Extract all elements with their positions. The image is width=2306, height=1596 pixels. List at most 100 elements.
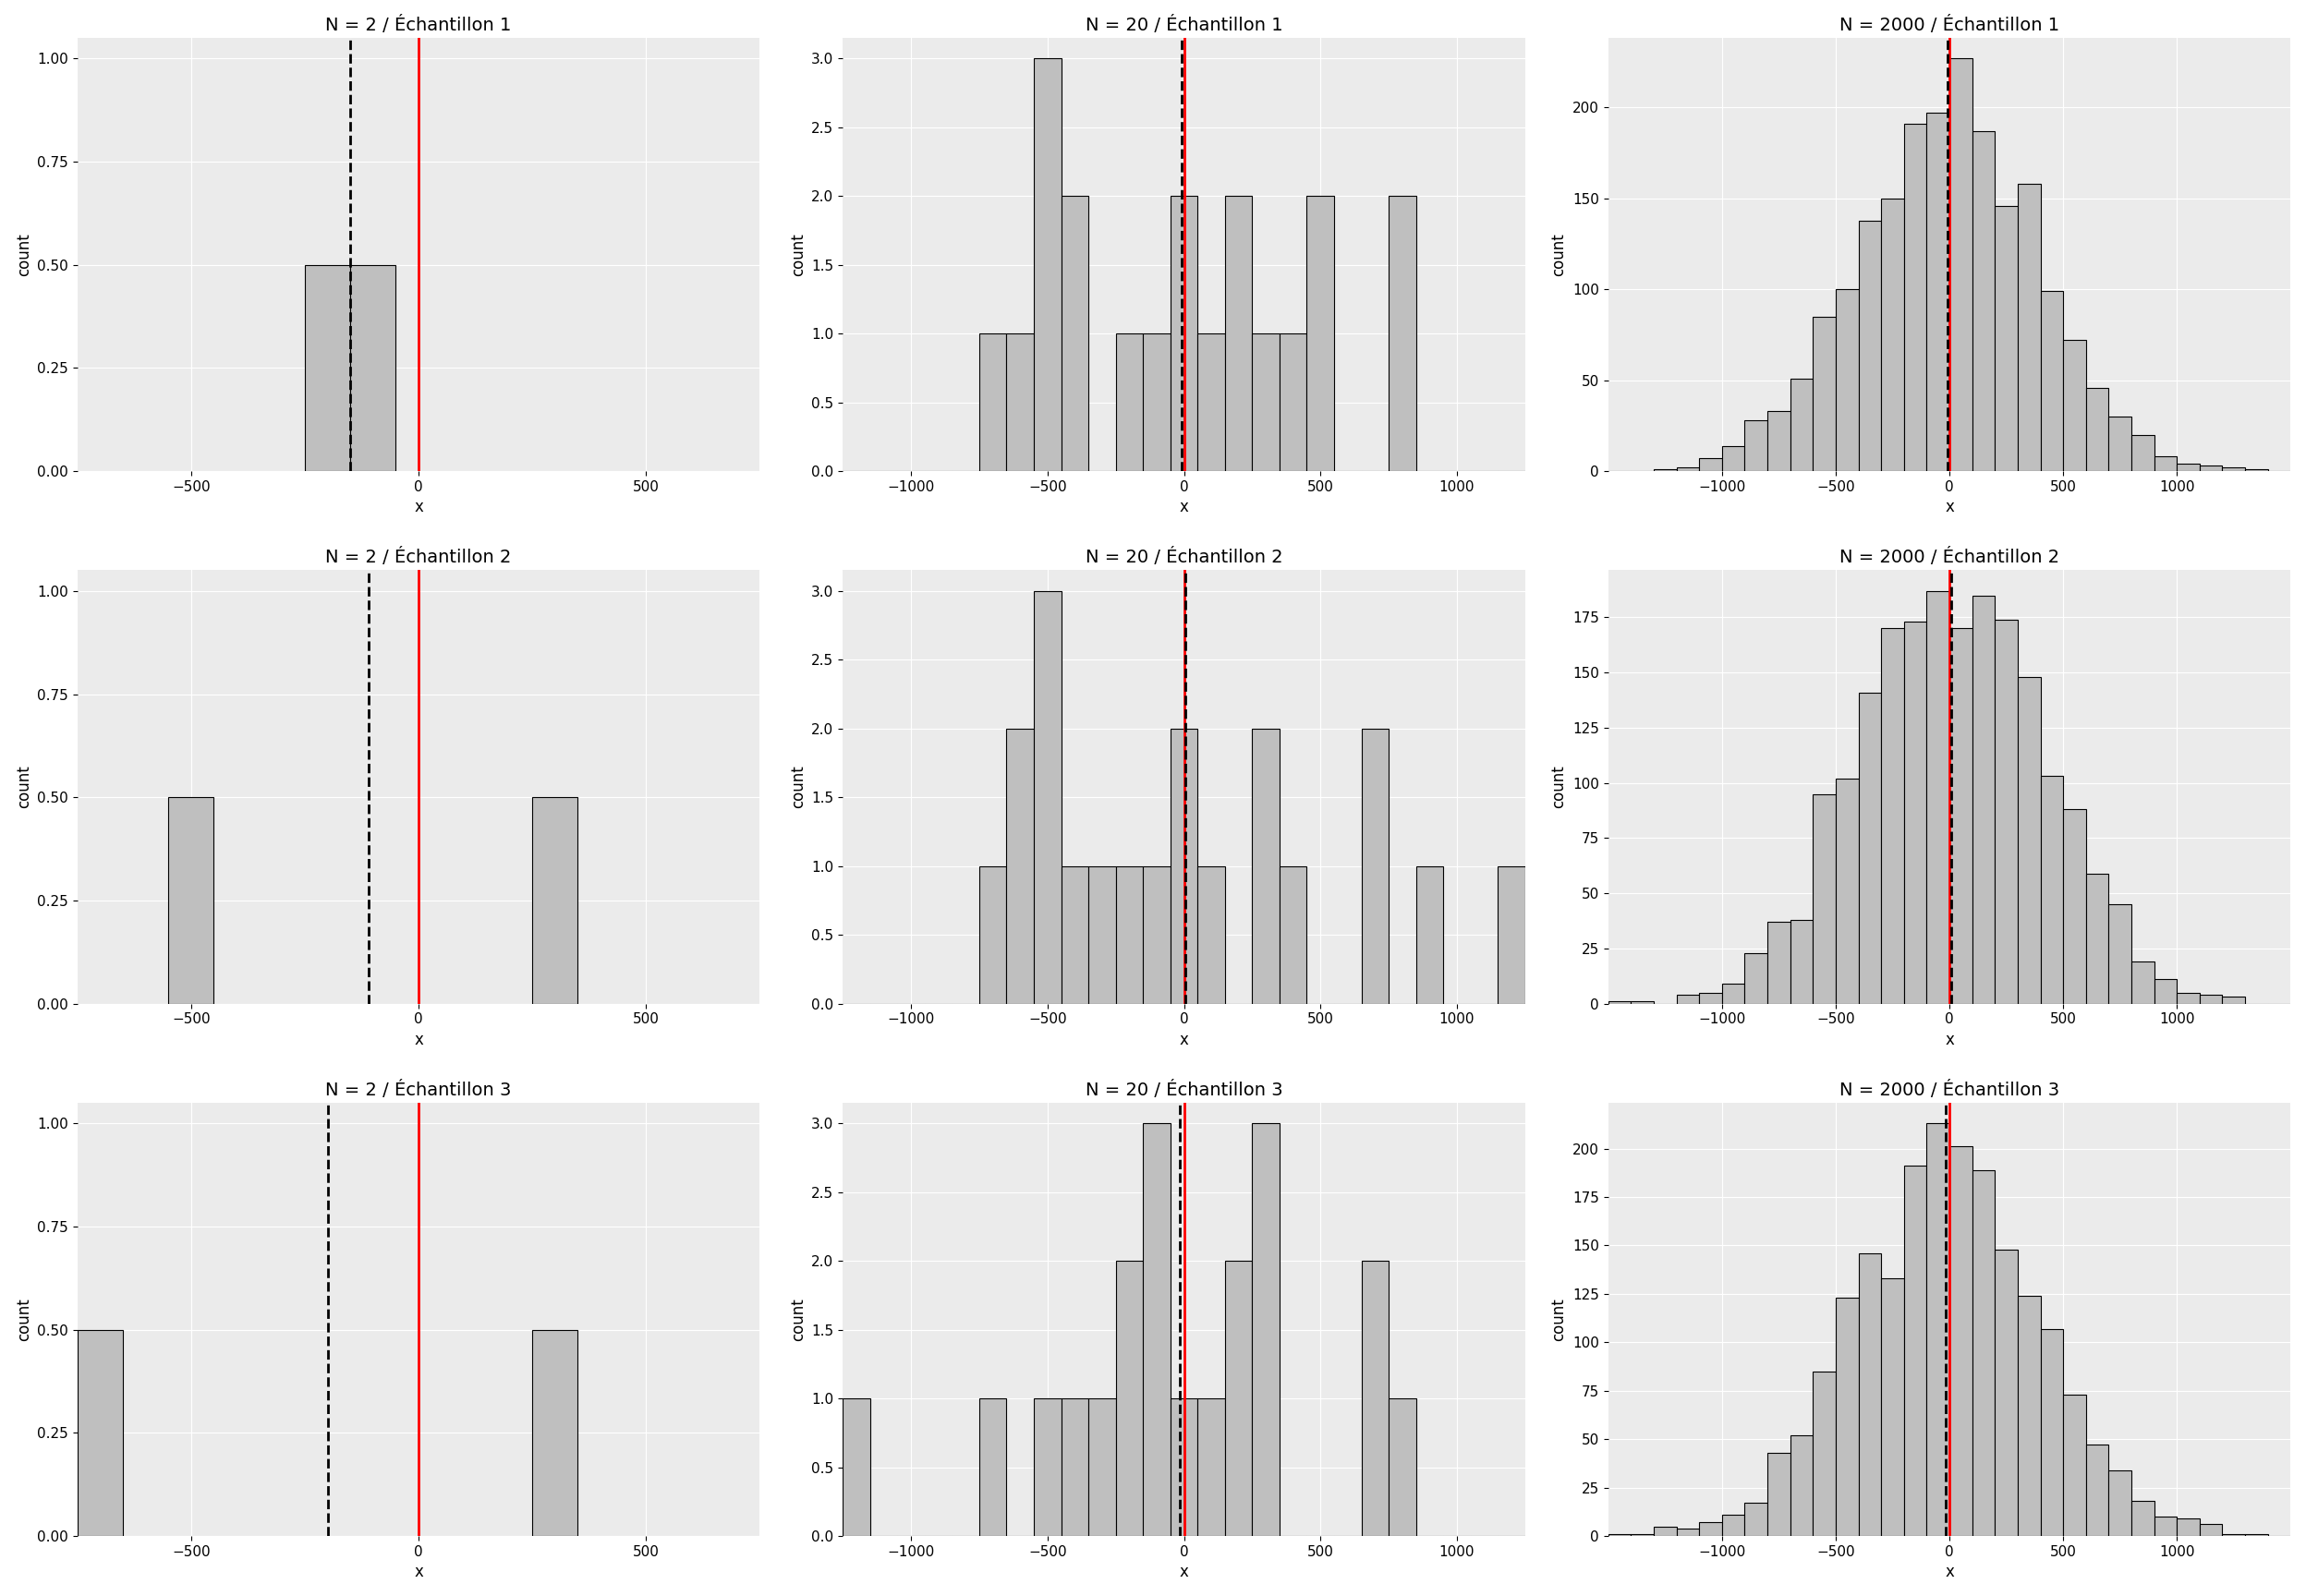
Bar bbox=[2087, 1444, 2108, 1535]
Bar bbox=[78, 1329, 122, 1535]
Bar bbox=[2223, 468, 2246, 471]
Bar bbox=[1746, 1503, 1766, 1535]
Bar bbox=[2018, 184, 2041, 471]
Bar bbox=[1995, 206, 2018, 471]
Bar bbox=[1607, 1534, 1630, 1535]
Bar bbox=[1144, 867, 1171, 1004]
Bar bbox=[1882, 629, 1905, 1004]
Bar bbox=[2108, 905, 2131, 1004]
X-axis label: x: x bbox=[1944, 500, 1953, 516]
Y-axis label: count: count bbox=[789, 766, 807, 809]
X-axis label: x: x bbox=[415, 1564, 422, 1580]
Bar bbox=[1280, 867, 1308, 1004]
Bar bbox=[1033, 1398, 1061, 1535]
Bar bbox=[1224, 196, 1252, 471]
Bar bbox=[1746, 420, 1766, 471]
Bar bbox=[1116, 867, 1144, 1004]
Bar bbox=[2018, 1296, 2041, 1535]
Bar bbox=[1928, 1124, 1949, 1535]
Bar bbox=[1789, 1435, 1813, 1535]
Bar bbox=[1171, 1398, 1197, 1535]
Bar bbox=[1197, 867, 1224, 1004]
Bar bbox=[2154, 980, 2177, 1004]
Bar bbox=[1499, 867, 1524, 1004]
Bar bbox=[1197, 334, 1224, 471]
X-axis label: x: x bbox=[1944, 1564, 1953, 1580]
Bar bbox=[2200, 466, 2223, 471]
Bar bbox=[2200, 994, 2223, 1004]
Bar bbox=[1416, 867, 1444, 1004]
Bar bbox=[1005, 728, 1033, 1004]
Bar bbox=[2087, 873, 2108, 1004]
Bar bbox=[2246, 1534, 2267, 1535]
Bar bbox=[1144, 1124, 1171, 1535]
Bar bbox=[2200, 1524, 2223, 1535]
Y-axis label: count: count bbox=[1552, 1298, 1568, 1341]
X-axis label: x: x bbox=[1178, 1031, 1188, 1049]
Bar bbox=[1252, 728, 1280, 1004]
Bar bbox=[2177, 1518, 2200, 1535]
Bar bbox=[533, 1329, 579, 1535]
Bar bbox=[2246, 469, 2267, 471]
Bar bbox=[1813, 793, 1836, 1004]
Bar bbox=[1224, 1261, 1252, 1535]
Bar bbox=[1905, 622, 1928, 1004]
Bar bbox=[1766, 922, 1789, 1004]
Bar bbox=[1700, 458, 1723, 471]
Bar bbox=[1949, 59, 1972, 471]
X-axis label: x: x bbox=[415, 1031, 422, 1049]
X-axis label: x: x bbox=[1178, 1564, 1188, 1580]
Bar bbox=[2177, 464, 2200, 471]
Bar bbox=[1813, 1371, 1836, 1535]
Bar bbox=[1388, 196, 1416, 471]
Y-axis label: count: count bbox=[789, 233, 807, 276]
Bar bbox=[2041, 1329, 2064, 1535]
Y-axis label: count: count bbox=[16, 1298, 32, 1341]
Bar bbox=[1905, 1167, 1928, 1535]
X-axis label: x: x bbox=[1178, 500, 1188, 516]
Bar bbox=[1928, 591, 1949, 1004]
Bar bbox=[1905, 124, 1928, 471]
Bar bbox=[1949, 1146, 1972, 1535]
Bar bbox=[1972, 1170, 1995, 1535]
Bar bbox=[1723, 1515, 1746, 1535]
Bar bbox=[2177, 993, 2200, 1004]
Title: N = 2 / Échantillon 3: N = 2 / Échantillon 3 bbox=[325, 1080, 512, 1098]
Bar bbox=[1746, 953, 1766, 1004]
Title: N = 2000 / Échantillon 3: N = 2000 / Échantillon 3 bbox=[1840, 1080, 2059, 1098]
Bar bbox=[1171, 728, 1197, 1004]
Bar bbox=[842, 1398, 869, 1535]
Bar bbox=[1308, 196, 1335, 471]
Title: N = 2000 / Échantillon 1: N = 2000 / Échantillon 1 bbox=[1840, 16, 2059, 34]
Bar bbox=[1836, 779, 1859, 1004]
Bar bbox=[2108, 417, 2131, 471]
Bar bbox=[1676, 1529, 1700, 1535]
Bar bbox=[351, 265, 397, 471]
Bar bbox=[1789, 919, 1813, 1004]
Bar bbox=[1088, 867, 1116, 1004]
Bar bbox=[1836, 289, 1859, 471]
Bar bbox=[1928, 113, 1949, 471]
Bar bbox=[1766, 1452, 1789, 1535]
Y-axis label: count: count bbox=[1552, 766, 1568, 809]
Title: N = 2 / Échantillon 2: N = 2 / Échantillon 2 bbox=[325, 547, 512, 567]
Bar bbox=[1859, 693, 1882, 1004]
Bar bbox=[1361, 728, 1388, 1004]
Bar bbox=[1033, 591, 1061, 1004]
Bar bbox=[1700, 1523, 1723, 1535]
Bar bbox=[1836, 1298, 1859, 1535]
Bar bbox=[2131, 962, 2154, 1004]
Bar bbox=[1859, 1253, 1882, 1535]
Bar bbox=[980, 334, 1005, 471]
Bar bbox=[2064, 340, 2087, 471]
Bar bbox=[2131, 1502, 2154, 1535]
X-axis label: x: x bbox=[1944, 1031, 1953, 1049]
Bar bbox=[1252, 334, 1280, 471]
Bar bbox=[2154, 456, 2177, 471]
Bar bbox=[1995, 619, 2018, 1004]
Bar bbox=[1653, 469, 1676, 471]
Bar bbox=[2041, 776, 2064, 1004]
Bar bbox=[2108, 1470, 2131, 1535]
Y-axis label: count: count bbox=[16, 233, 32, 276]
Bar bbox=[1061, 1398, 1088, 1535]
